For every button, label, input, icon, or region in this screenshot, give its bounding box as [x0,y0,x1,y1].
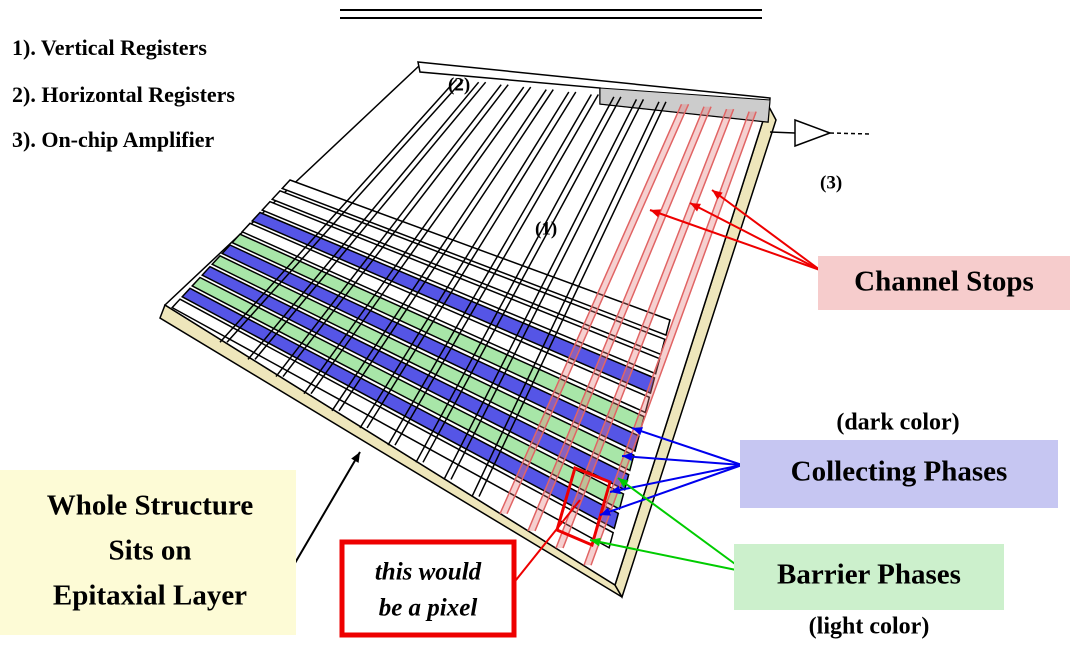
callout: Barrier Phases [777,559,961,591]
amplifier [795,120,830,146]
wire [770,132,795,133]
label: (1) [535,218,557,239]
callout: Whole Structure [47,490,254,522]
callout: Sits on [108,535,191,567]
legend-item: 3). On-chip Amplifier [12,127,215,152]
diagram: 1). Vertical Registers 2). Horizontal Re… [0,0,1074,645]
callout: Collecting Phases [791,456,1008,488]
legend-item: 1). Vertical Registers [12,35,207,60]
callout: Epitaxial Layer [53,580,247,612]
callout: this would [375,559,482,586]
note: (dark color) [836,410,959,436]
callout: Channel Stops [854,266,1034,298]
note: (light color) [809,614,930,640]
callout: be a pixel [379,595,478,622]
wire [830,133,870,134]
legend-item: 2). Horizontal Registers [12,82,235,107]
label: (3) [820,172,842,193]
label: (2) [448,74,470,95]
